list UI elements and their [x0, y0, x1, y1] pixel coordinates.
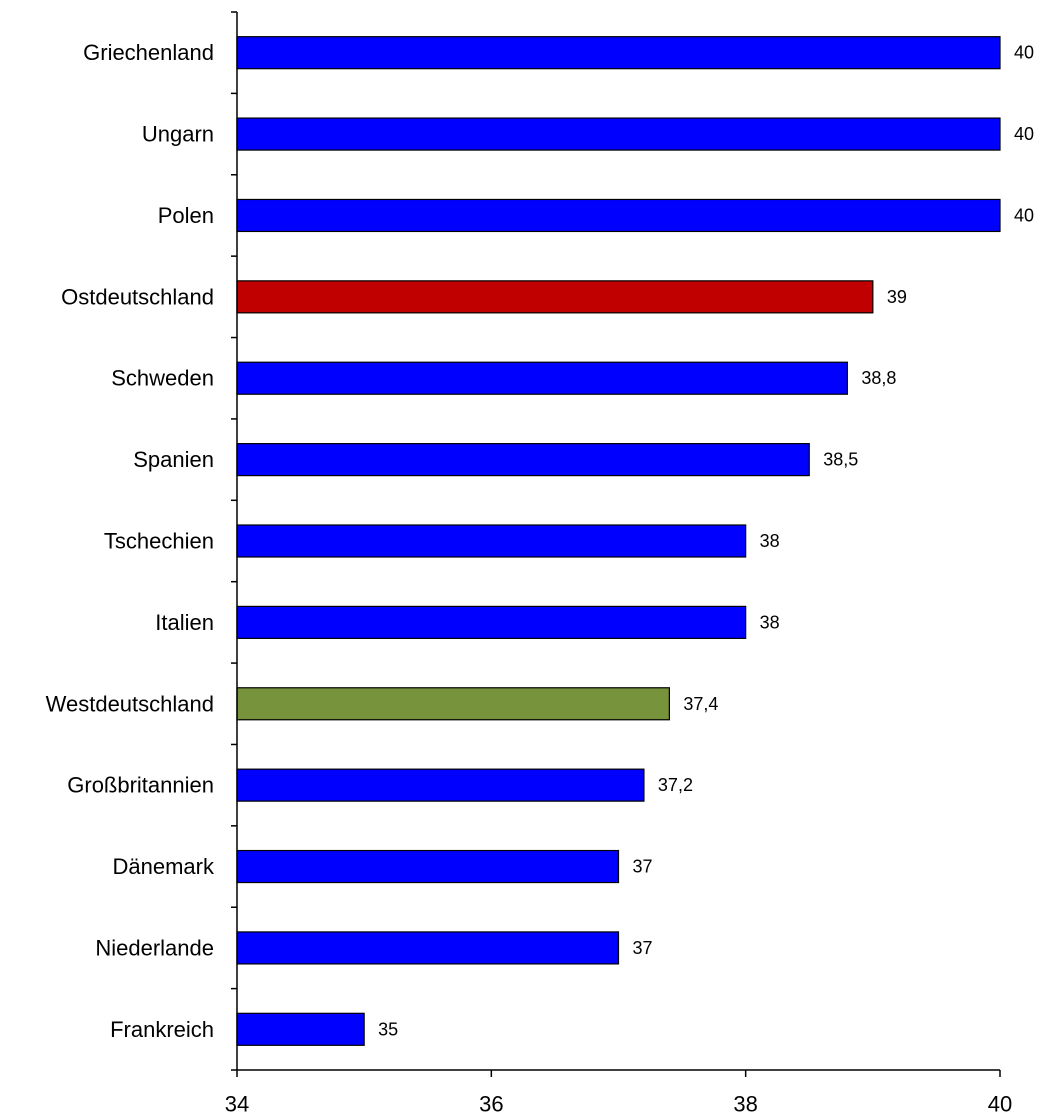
bar-ostdeutschland [236, 280, 874, 314]
category-label-niederlande: Niederlande [95, 935, 214, 960]
category-labels: Griechenland Ungarn Polen Ostdeutschland Sch… [46, 40, 215, 1042]
category-label-ungarn: Ungarn [142, 122, 214, 147]
bar-grossbritannien [236, 768, 645, 802]
value-label-westdeutschland: 37,4 [683, 694, 718, 714]
bar-danemark [236, 849, 620, 884]
value-label-danemark: 37 [633, 857, 653, 877]
category-label-spanien: Spanien [133, 447, 214, 472]
value-label-ostdeutschland: 39 [887, 287, 907, 307]
value-label-niederlande: 37 [633, 938, 653, 958]
bar-spanien [236, 443, 810, 477]
category-label-westdeutschland: Westdeutschland [46, 691, 214, 716]
category-label-frankreich: Frankreich [110, 1017, 214, 1042]
bars-group [236, 36, 1001, 1046]
category-label-italien: Italien [155, 610, 214, 635]
bar-niederlande [236, 931, 620, 965]
value-label-tschechien: 38 [760, 531, 780, 551]
value-label-frankreich: 35 [378, 1019, 398, 1039]
x-tick-label-36: 36 [479, 1092, 503, 1117]
category-label-polen: Polen [158, 203, 214, 228]
category-label-ostdeutschland: Ostdeutschland [61, 284, 214, 309]
category-label-griechenland: Griechenland [83, 40, 214, 65]
x-tick-label-34: 34 [225, 1092, 249, 1117]
bar-ungarn [236, 117, 1001, 151]
value-label-polen: 40 [1014, 205, 1034, 225]
bar-frankreich [236, 1012, 365, 1046]
bar-italien [236, 605, 747, 639]
x-tick-label-38: 38 [733, 1092, 757, 1117]
value-labels: 40 40 40 39 38,8 38,5 38 38 37,4 37,2 37 37 35 [378, 43, 1034, 1040]
value-label-grossbritannien: 37,2 [658, 775, 693, 795]
category-label-tschechien: Tschechien [104, 529, 214, 554]
category-label-schweden: Schweden [111, 366, 214, 391]
value-label-schweden: 38,8 [861, 368, 896, 388]
bar-schweden [236, 361, 849, 395]
value-label-spanien: 38,5 [823, 450, 858, 470]
x-tick-label-40: 40 [988, 1092, 1012, 1117]
value-label-ungarn: 40 [1014, 124, 1034, 144]
bar-polen [236, 198, 1001, 233]
category-label-grossbritannien: Großbritannien [67, 773, 214, 798]
bar-griechenland [236, 36, 1001, 70]
axes-group: 34 36 38 40 [225, 11, 1012, 1117]
bar-westdeutschland [236, 687, 670, 721]
value-label-italien: 38 [760, 612, 780, 632]
value-label-griechenland: 40 [1014, 43, 1034, 63]
bar-tschechien [236, 524, 747, 558]
category-label-danemark: Dänemark [113, 854, 215, 879]
